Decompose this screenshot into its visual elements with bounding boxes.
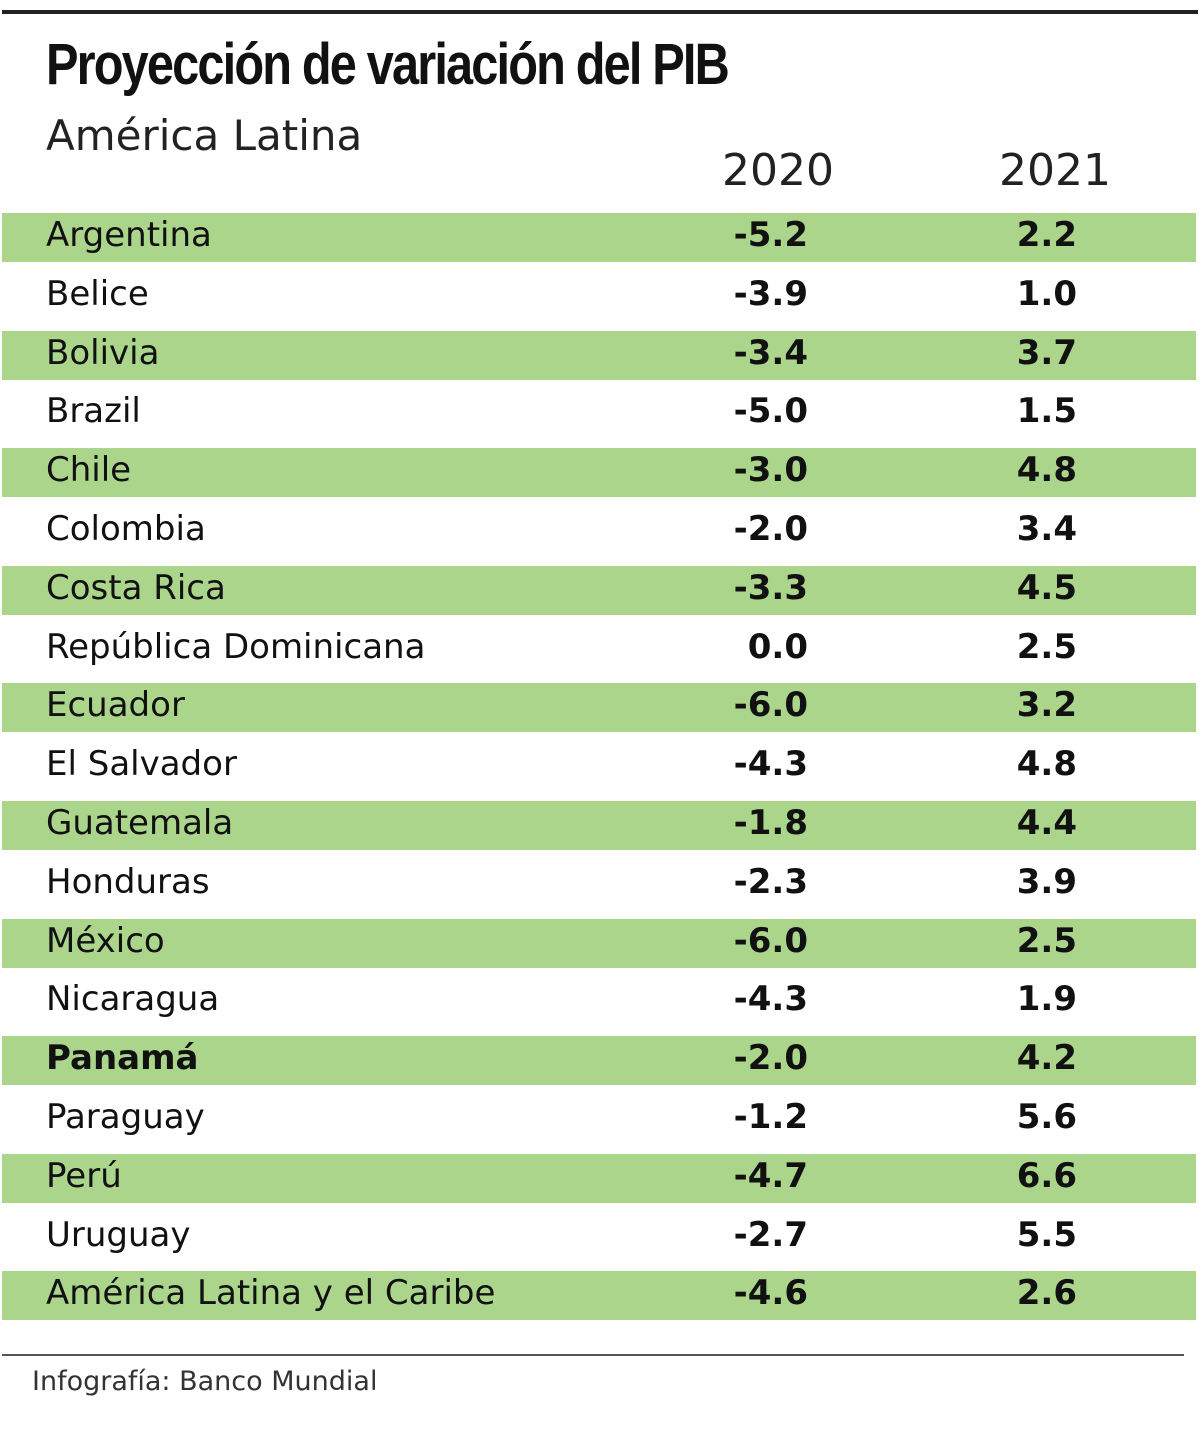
value-2020: 0.0 [747, 626, 808, 667]
value-2020: -2.0 [733, 508, 808, 549]
value-2020: -6.0 [733, 685, 808, 726]
table-row: Panamá -2.0 4.2 [2, 1033, 1196, 1092]
country-label: Chile [46, 450, 132, 491]
table-row: Chile -3.0 4.8 [2, 445, 1196, 504]
country-label: Panamá [46, 1038, 199, 1079]
country-label: México [46, 920, 165, 961]
value-2021: 4.8 [1016, 744, 1077, 785]
gdp-table: Argentina -5.2 2.2 Belice -3.9 1.0 Bolivia -3.4… [2, 210, 1196, 1327]
value-2020: -2.7 [733, 1214, 808, 1255]
chart-subtitle: América Latina [46, 111, 363, 160]
table-row: Honduras -2.3 3.9 [2, 857, 1196, 916]
value-2021: 6.6 [1016, 1155, 1077, 1196]
country-label: República Dominicana [46, 626, 426, 667]
value-2020: -3.0 [733, 450, 808, 491]
value-2021: 4.8 [1016, 450, 1077, 491]
value-2020: -6.0 [733, 920, 808, 961]
table-row: Brazil -5.0 1.5 [2, 386, 1196, 445]
value-2020: -4.7 [733, 1155, 808, 1196]
table-row: Perú -4.7 6.6 [2, 1151, 1196, 1210]
country-label: Belice [46, 273, 149, 314]
bottom-rule [2, 1354, 1184, 1356]
country-label: Argentina [46, 215, 212, 255]
table-row: El Salvador -4.3 4.8 [2, 739, 1196, 798]
table-row: Costa Rica -3.3 4.5 [2, 563, 1196, 622]
country-label: Colombia [46, 508, 206, 549]
table-row: Uruguay -2.7 5.5 [2, 1210, 1196, 1269]
value-2020: -3.9 [733, 273, 808, 314]
table-row: América Latina y el Caribe -4.6 2.6 [2, 1268, 1196, 1327]
value-2021: 4.4 [1016, 802, 1077, 843]
top-rule [2, 10, 1198, 14]
country-label: Honduras [46, 861, 210, 902]
value-2020: -2.3 [733, 861, 808, 902]
chart-title: Proyección de variación del PIB [46, 32, 730, 97]
value-2021: 2.6 [1016, 1273, 1077, 1314]
country-label: Brazil [46, 391, 141, 432]
value-2021: 3.9 [1016, 861, 1077, 902]
value-2021: 3.2 [1016, 685, 1077, 726]
country-label: Bolivia [46, 332, 160, 373]
table-row: Guatemala -1.8 4.4 [2, 798, 1196, 857]
country-label: Uruguay [46, 1214, 191, 1255]
country-label: Paraguay [46, 1096, 205, 1137]
value-2020: -4.6 [733, 1273, 808, 1314]
table-row: Colombia -2.0 3.4 [2, 504, 1196, 563]
value-2021: 1.0 [1016, 273, 1077, 314]
country-label: Guatemala [46, 802, 234, 843]
value-2021: 5.6 [1016, 1096, 1077, 1137]
table-row: República Dominicana 0.0 2.5 [2, 622, 1196, 681]
value-2021: 5.5 [1016, 1214, 1077, 1255]
country-label: América Latina y el Caribe [46, 1273, 496, 1314]
value-2020: -4.3 [733, 979, 808, 1020]
table-row: Nicaragua -4.3 1.9 [2, 974, 1196, 1033]
table-row: Belice -3.9 1.0 [2, 269, 1196, 328]
country-label: Ecuador [46, 685, 185, 726]
table-row: México -6.0 2.5 [2, 916, 1196, 975]
value-2020: -2.0 [733, 1038, 808, 1079]
country-label: Perú [46, 1155, 122, 1196]
value-2020: -1.2 [733, 1096, 808, 1137]
value-2020: -4.3 [733, 744, 808, 785]
table-row: Paraguay -1.2 5.6 [2, 1092, 1196, 1151]
value-2021: 1.9 [1016, 979, 1077, 1020]
value-2021: 3.7 [1016, 332, 1077, 373]
column-header-2020: 2020 [722, 145, 834, 196]
value-2020: -5.2 [733, 215, 808, 255]
value-2021: 2.5 [1016, 920, 1077, 961]
column-header-2021: 2021 [999, 145, 1111, 196]
value-2021: 3.4 [1016, 508, 1077, 549]
value-2020: -1.8 [733, 802, 808, 843]
table-row: Bolivia -3.4 3.7 [2, 328, 1196, 387]
country-label: El Salvador [46, 744, 237, 785]
table-row: Argentina -5.2 2.2 [2, 210, 1196, 269]
value-2021: 2.2 [1016, 215, 1077, 255]
table-row: Ecuador -6.0 3.2 [2, 680, 1196, 739]
country-label: Costa Rica [46, 567, 226, 608]
value-2020: -5.0 [733, 391, 808, 432]
value-2021: 1.5 [1016, 391, 1077, 432]
value-2021: 4.5 [1016, 567, 1077, 608]
value-2020: -3.3 [733, 567, 808, 608]
value-2021: 4.2 [1016, 1038, 1077, 1079]
value-2021: 2.5 [1016, 626, 1077, 667]
value-2020: -3.4 [733, 332, 808, 373]
country-label: Nicaragua [46, 979, 220, 1020]
source-note: Infografía: Banco Mundial [32, 1366, 378, 1397]
